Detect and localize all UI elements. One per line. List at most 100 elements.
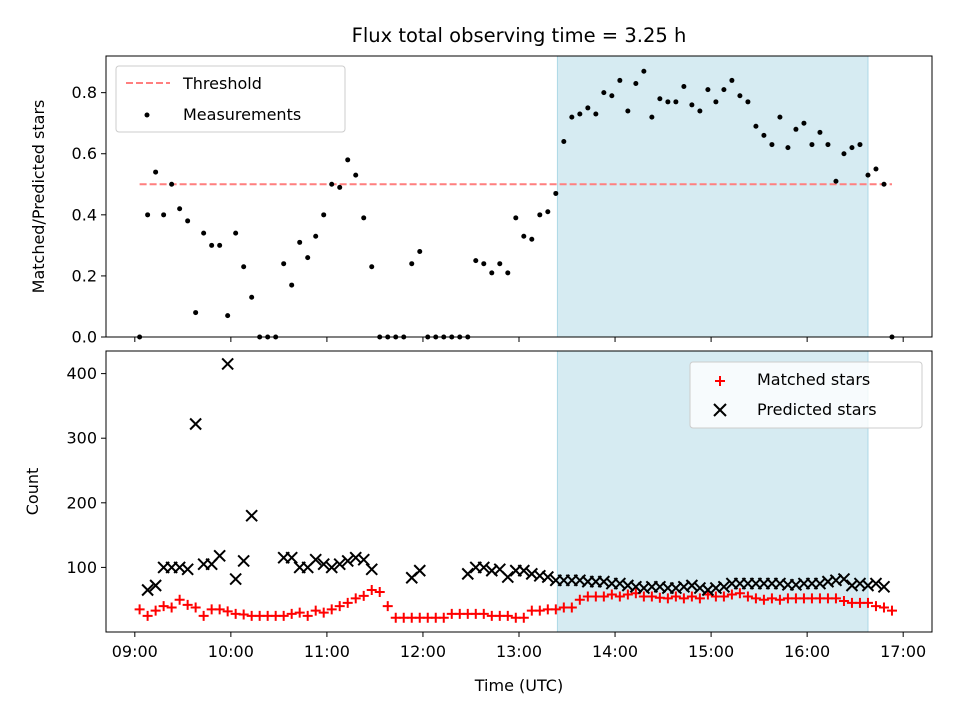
measurement-point <box>697 108 703 114</box>
legend-measurements-swatch <box>144 112 150 118</box>
measurement-point <box>713 99 719 105</box>
predicted-stars-point <box>245 509 258 522</box>
y-tick-label: 200 <box>66 493 97 512</box>
matched-stars-point <box>774 594 785 605</box>
y-tick-label: 0.6 <box>72 144 97 163</box>
bottom-x-ticks: 09:00 10:00 11:00 12:00 13:00 14:00 15:00 16:00… <box>112 632 926 661</box>
measurement-point <box>761 132 767 138</box>
matched-stars-point <box>318 607 329 618</box>
predicted-stars-point <box>229 572 242 586</box>
y-tick-label: 0.4 <box>72 205 97 224</box>
measurement-point <box>577 111 583 117</box>
measurement-point <box>705 87 711 93</box>
matched-stars-point <box>310 605 321 616</box>
x-axis-label: Time (UTC) <box>474 676 563 695</box>
measurement-point <box>553 190 559 196</box>
bottom-y-ticks: 100 200 300 400 <box>66 364 106 577</box>
matched-stars-point <box>382 601 393 612</box>
predicted-stars-point <box>541 570 555 584</box>
matched-stars-point <box>478 608 489 619</box>
predicted-stars-point <box>149 579 162 592</box>
measurement-point <box>585 105 591 111</box>
matched-stars-point <box>198 610 209 621</box>
matched-stars-point <box>182 599 193 610</box>
measurement-point <box>801 120 807 126</box>
measurement-point <box>825 142 831 148</box>
y-tick-label: 0.2 <box>72 266 97 285</box>
matched-stars-point <box>278 610 289 621</box>
matched-stars-point <box>662 593 673 604</box>
predicted-stars-point <box>333 557 346 571</box>
matched-stars-point <box>134 604 145 615</box>
measurement-point <box>681 84 687 90</box>
matched-stars-point <box>718 591 729 602</box>
matched-stars-point <box>374 586 385 597</box>
measurement-point <box>473 258 479 264</box>
chart-title: Flux total observing time = 3.25 h <box>352 24 687 47</box>
x-tick-label: 10:00 <box>208 642 254 661</box>
y-tick-label: 400 <box>66 364 97 383</box>
legend-predicted-swatch <box>713 403 727 417</box>
matched-stars-point <box>358 590 369 601</box>
matched-stars-point <box>614 591 625 602</box>
measurement-point <box>569 114 575 120</box>
matched-stars-point <box>574 594 585 605</box>
matched-stars-point <box>606 589 617 600</box>
x-tick-label: 16:00 <box>784 642 830 661</box>
legend-measurements-label: Measurements <box>183 105 301 124</box>
predicted-stars-point <box>221 357 234 371</box>
matched-stars-point <box>502 610 513 621</box>
matched-stars-point <box>158 601 169 612</box>
predicted-stars-point <box>189 417 202 431</box>
predicted-stars-point <box>173 561 186 574</box>
matched-stars-point <box>238 609 249 620</box>
measurement-point <box>537 212 543 218</box>
measurement-point <box>417 248 423 254</box>
predicted-stars-point <box>341 554 354 568</box>
matched-stars-point <box>550 604 561 615</box>
top-y-ticks: 0.0 0.2 0.4 0.6 0.8 <box>72 83 106 347</box>
matched-stars-point <box>686 591 697 602</box>
measurement-point <box>241 264 247 270</box>
measurement-point <box>849 145 855 151</box>
matched-stars-point <box>190 602 201 613</box>
measurement-point <box>593 111 599 117</box>
matched-stars-point <box>766 593 777 604</box>
matched-stars-point <box>286 608 297 619</box>
measurement-point <box>177 206 183 212</box>
top-x-ticks <box>134 337 904 342</box>
y-tick-label: 100 <box>66 558 97 577</box>
matched-stars-point <box>334 601 345 612</box>
measurement-point <box>225 313 231 319</box>
top-series-layer <box>137 68 895 340</box>
measurement-point <box>785 145 791 151</box>
measurement-point <box>217 242 223 248</box>
measurement-point <box>153 169 159 175</box>
measurement-point <box>281 261 287 267</box>
top-axes: 0.0 0.2 0.4 0.6 0.8 Flux total observing tim… <box>29 24 933 347</box>
matched-stars-point <box>566 602 577 613</box>
measurement-point <box>865 172 871 178</box>
measurement-point <box>833 178 839 184</box>
x-tick-label: 15:00 <box>688 642 734 661</box>
measurement-point <box>337 184 343 190</box>
matched-stars-point <box>830 593 841 604</box>
measurement-point <box>561 139 567 145</box>
matched-stars-point <box>366 585 377 596</box>
predicted-stars-point <box>365 563 378 576</box>
predicted-stars-point <box>309 553 322 566</box>
measurement-point <box>809 142 815 148</box>
measurement-point <box>841 151 847 157</box>
matched-stars-point <box>294 607 305 618</box>
measurement-point <box>161 212 167 218</box>
measurement-point <box>857 142 863 148</box>
y-tick-label: 300 <box>66 429 97 448</box>
matched-stars-point <box>758 594 769 605</box>
top-legend: Threshold Measurements <box>115 65 346 133</box>
measurement-point <box>649 114 655 120</box>
predicted-stars-point <box>317 557 330 571</box>
measurement-point <box>353 172 359 178</box>
matched-stars-point <box>214 604 225 615</box>
matched-stars-point <box>694 593 705 604</box>
